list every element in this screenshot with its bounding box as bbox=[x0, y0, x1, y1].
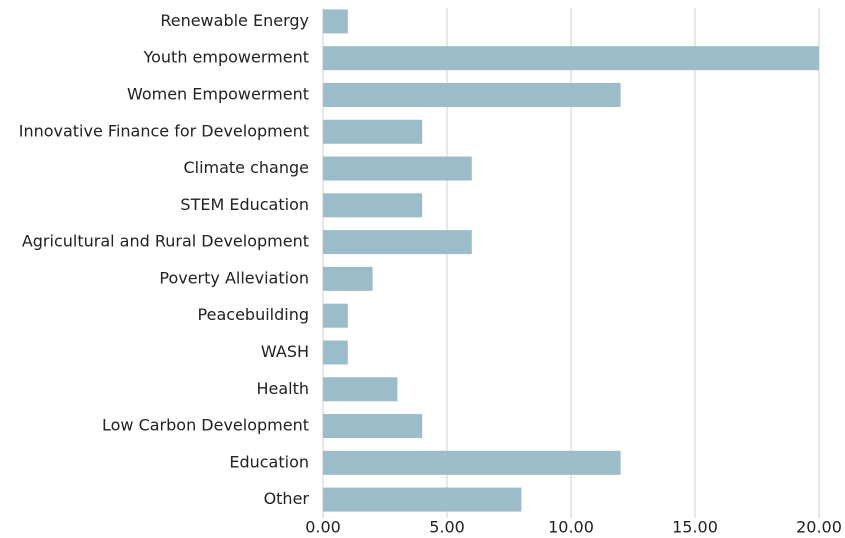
y-tick-label: WASH bbox=[261, 342, 309, 361]
x-tick-label: 5.00 bbox=[429, 518, 465, 537]
x-tick-label: 0.00 bbox=[305, 518, 341, 537]
bar bbox=[323, 119, 423, 144]
bar bbox=[323, 303, 348, 328]
y-tick-label: Women Empowerment bbox=[127, 84, 309, 103]
y-tick-label: Low Carbon Development bbox=[102, 416, 309, 435]
x-tick-label: 10.00 bbox=[548, 518, 594, 537]
y-tick-label: Education bbox=[229, 452, 309, 471]
y-tick-label: Poverty Alleviation bbox=[159, 268, 309, 287]
bar bbox=[323, 377, 398, 402]
y-tick-label: Other bbox=[264, 489, 310, 508]
y-tick-label: Agricultural and Rural Development bbox=[22, 232, 309, 251]
bar bbox=[323, 82, 621, 107]
bar bbox=[323, 193, 423, 218]
bar bbox=[323, 266, 373, 291]
x-tick-label: 15.00 bbox=[672, 518, 718, 537]
y-tick-label: Peacebuilding bbox=[198, 305, 309, 324]
y-tick-label: STEM Education bbox=[180, 195, 309, 214]
y-tick-label: Youth empowerment bbox=[142, 48, 309, 67]
bar bbox=[323, 340, 348, 365]
bar bbox=[323, 414, 423, 439]
y-tick-label: Health bbox=[256, 379, 309, 398]
bar bbox=[323, 230, 472, 255]
x-tick-label: 20.00 bbox=[796, 518, 842, 537]
y-tick-label: Climate change bbox=[183, 158, 309, 177]
bar bbox=[323, 487, 522, 512]
bar bbox=[323, 156, 472, 181]
bar bbox=[323, 46, 819, 71]
bar bbox=[323, 450, 621, 475]
bar bbox=[323, 9, 348, 34]
y-tick-label: Innovative Finance for Development bbox=[19, 121, 309, 140]
y-tick-label: Renewable Energy bbox=[160, 11, 309, 30]
